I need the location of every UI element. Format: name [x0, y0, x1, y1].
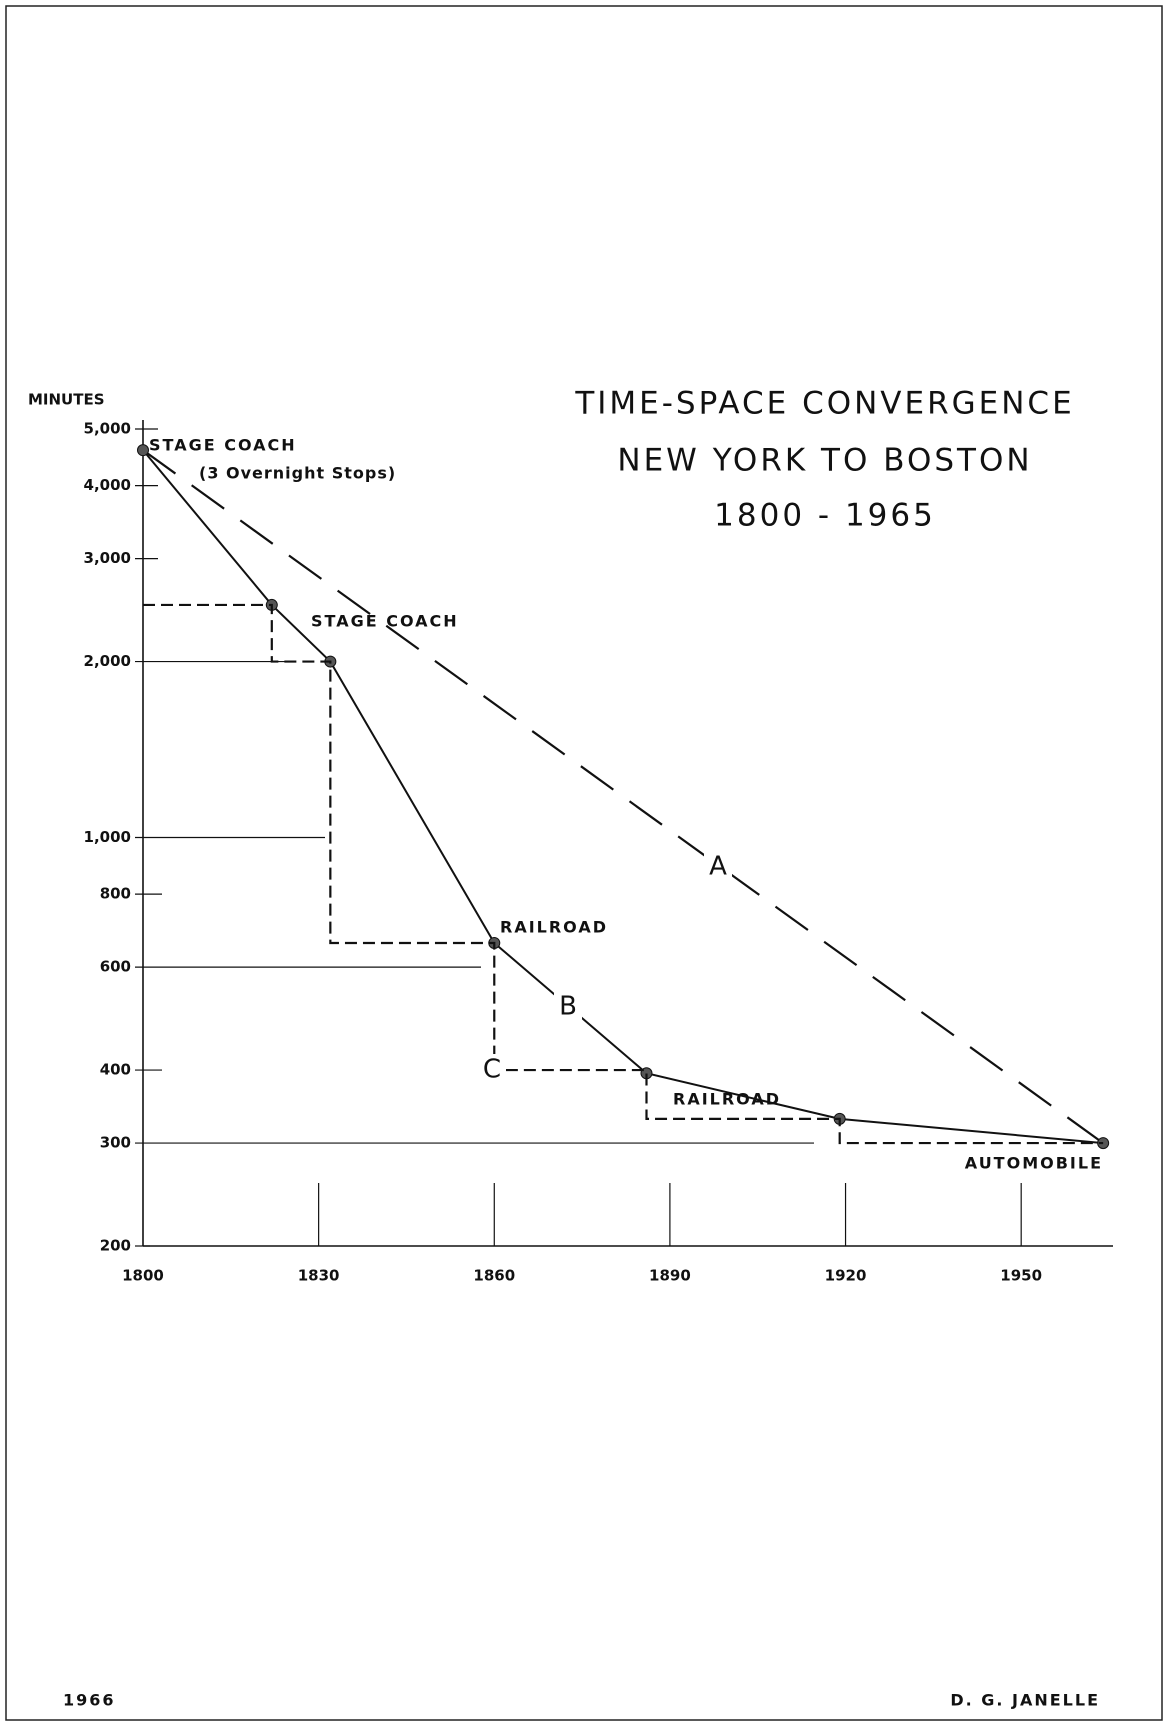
y-tick-label: 600	[100, 958, 131, 976]
label-bg	[704, 851, 732, 883]
y-tick-label: 300	[100, 1134, 131, 1152]
label-bg	[478, 1054, 506, 1086]
series-label: B	[559, 992, 577, 1022]
chart-title: NEW YORK TO BOSTON	[617, 443, 1032, 479]
y-axis-label: MINUTES	[28, 391, 105, 409]
y-tick-label: 5,000	[84, 420, 131, 438]
y-tick-label: 2,000	[84, 652, 131, 670]
series-label: A	[709, 852, 727, 882]
x-tick-label: 1920	[825, 1267, 867, 1285]
x-tick-label: 1800	[122, 1267, 164, 1285]
annotation: STAGE COACH	[149, 436, 297, 455]
y-tick-label: 1,000	[84, 828, 131, 846]
footer: D. G. JANELLE	[950, 1691, 1100, 1710]
label-bg	[554, 991, 582, 1023]
x-tick-label: 1890	[649, 1267, 691, 1285]
annotation: RAILROAD	[673, 1090, 781, 1109]
series-label: C	[483, 1055, 501, 1085]
series-line	[142, 449, 1104, 1144]
y-tick-label: 3,000	[84, 549, 131, 567]
y-tick-label: 800	[100, 885, 131, 903]
annotation: RAILROAD	[500, 918, 608, 937]
series-line	[143, 603, 1104, 1145]
y-tick-label: 4,000	[84, 476, 131, 494]
annotation: (3 Overnight Stops)	[199, 464, 396, 483]
x-tick-label: 1830	[298, 1267, 340, 1285]
chart-title: TIME-SPACE CONVERGENCE	[574, 386, 1074, 422]
annotation: STAGE COACH	[311, 612, 459, 631]
x-tick-label: 1860	[473, 1267, 515, 1285]
data-point	[137, 444, 149, 457]
frame	[5, 5, 1163, 1721]
x-tick-label: 1950	[1000, 1267, 1042, 1285]
chart-title: 1800 - 1965	[714, 498, 936, 534]
series-line	[142, 449, 1104, 1145]
footer: 1966	[63, 1691, 116, 1710]
y-tick-label: 200	[100, 1237, 131, 1255]
y-tick-label: 400	[100, 1061, 131, 1079]
annotation: AUTOMOBILE	[965, 1154, 1103, 1173]
